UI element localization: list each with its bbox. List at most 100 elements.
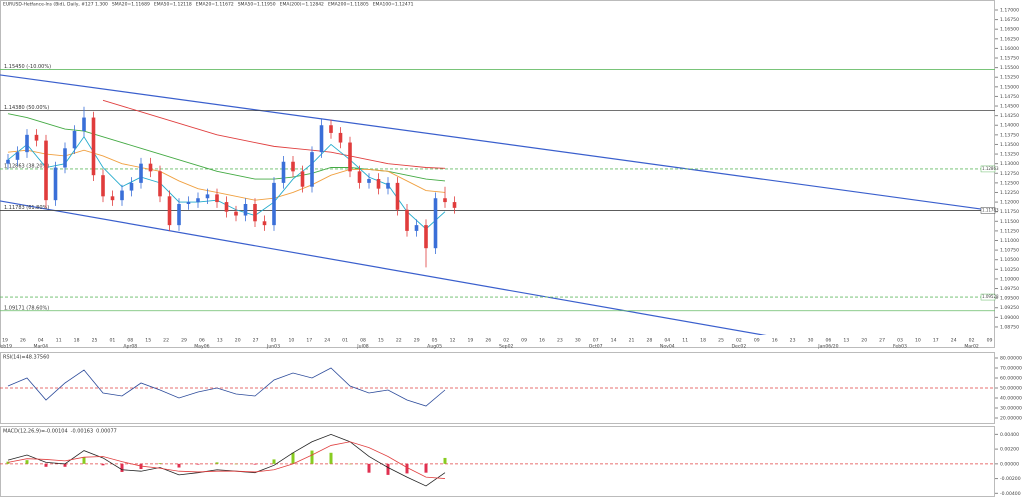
x-tick-label: 02 bbox=[503, 338, 509, 344]
y-tick-label: 1.16750 bbox=[1000, 17, 1019, 23]
macd-panel bbox=[0, 426, 995, 497]
candle-body bbox=[319, 125, 324, 153]
level-tag bbox=[980, 207, 996, 214]
histogram-bar bbox=[44, 463, 48, 467]
indicator-line bbox=[7, 433, 446, 487]
y-tick-label: 1.10250 bbox=[1000, 267, 1019, 273]
candle-body bbox=[139, 163, 143, 183]
indicator-line bbox=[7, 149, 446, 201]
candle-body bbox=[433, 198, 438, 249]
x-tick-label: 14 bbox=[611, 338, 617, 344]
x-tick-label: 08 bbox=[127, 338, 133, 344]
x-tick-label: 09 bbox=[754, 338, 760, 344]
x-tick-label: 18 bbox=[74, 338, 80, 344]
x-tick-label: 22 bbox=[396, 338, 402, 344]
y-tick-label: 1.11750 bbox=[1000, 209, 1019, 215]
panel-title: RSI(14)=48.37560 bbox=[3, 355, 49, 361]
x-tick-label: 27 bbox=[879, 338, 885, 344]
histogram-bar bbox=[6, 461, 10, 464]
y-tick-label: 1.14750 bbox=[1000, 94, 1019, 100]
level-tag-text: 1.11783 bbox=[982, 207, 999, 212]
x-sublabel: Oct07 bbox=[589, 344, 603, 350]
histogram-bar bbox=[386, 463, 390, 475]
y-tick-label: 1.12000 bbox=[1000, 200, 1019, 206]
x-tick-label: 06 bbox=[199, 338, 205, 344]
x-tick-label: 09 bbox=[521, 338, 527, 344]
x-tick-label: 03 bbox=[897, 338, 903, 344]
x-tick-label: 21 bbox=[629, 338, 635, 344]
x-sublabel: Mar02 bbox=[964, 344, 979, 350]
candle-body bbox=[414, 225, 419, 231]
y-tick-label: 0.00200 bbox=[1000, 447, 1019, 453]
x-tick-label: 24 bbox=[951, 338, 957, 344]
x-tick-label: 19 bbox=[2, 338, 8, 344]
x-tick-label: 04 bbox=[664, 338, 670, 344]
header-item: EMA20=1.11672 bbox=[196, 2, 234, 8]
x-tick-label: 23 bbox=[790, 338, 796, 344]
histogram-bar bbox=[405, 463, 409, 474]
histogram-bar bbox=[310, 450, 314, 464]
histogram-bar bbox=[367, 463, 371, 473]
histogram-bar bbox=[291, 452, 295, 464]
x-tick-label: 09 bbox=[987, 338, 993, 344]
candle-body bbox=[205, 194, 210, 199]
x-tick-label: 08 bbox=[360, 338, 366, 344]
trendline bbox=[0, 74, 995, 212]
y-tick-label: 1.10000 bbox=[1000, 276, 1019, 282]
x-tick-label: 24 bbox=[324, 338, 330, 344]
x-tick-label: 11 bbox=[682, 338, 688, 344]
y-tick-label: 20.00000 bbox=[1000, 416, 1022, 422]
x-sublabel: Mar04 bbox=[34, 344, 49, 350]
candle-body bbox=[281, 161, 286, 183]
y-tick-label: -0.00200 bbox=[1000, 476, 1021, 482]
candle-body bbox=[234, 211, 238, 216]
y-tick-label: 0.00400 bbox=[1000, 432, 1019, 438]
x-tick-label: 29 bbox=[414, 338, 420, 344]
y-tick-label: 1.14500 bbox=[1000, 104, 1019, 110]
x-tick-label: 25 bbox=[718, 338, 724, 344]
x-tick-label: 11 bbox=[56, 338, 62, 344]
x-sublabel: May06 bbox=[194, 344, 209, 350]
candle-body bbox=[91, 117, 96, 176]
candle-body bbox=[6, 159, 10, 164]
x-tick-label: 30 bbox=[575, 338, 581, 344]
x-tick-label: 07 bbox=[593, 338, 599, 344]
candle-body bbox=[158, 171, 162, 197]
y-tick-label: 30.00000 bbox=[1000, 406, 1022, 412]
candle-body bbox=[215, 194, 219, 203]
histogram-bar bbox=[120, 463, 124, 472]
price-panel bbox=[0, 0, 995, 348]
x-tick-label: 26 bbox=[485, 338, 491, 344]
y-tick-label: 1.09000 bbox=[1000, 315, 1019, 321]
y-tick-label: 1.14250 bbox=[1000, 113, 1019, 119]
level-tag bbox=[980, 293, 996, 301]
candle-body bbox=[348, 142, 352, 172]
histogram-bar bbox=[443, 457, 447, 464]
header-item: EURUSD-Hetfance-Ins (Bid), Daily, #127 1… bbox=[3, 2, 108, 8]
candle-body bbox=[196, 198, 200, 203]
x-tick-label: 10 bbox=[288, 338, 294, 344]
y-tick-label: 1.10750 bbox=[1000, 248, 1019, 254]
x-tick-label: 17 bbox=[306, 338, 312, 344]
level-label: 1.12863 (38.20%) bbox=[4, 163, 49, 169]
x-tick-label: 13 bbox=[843, 338, 849, 344]
candle-body bbox=[329, 125, 333, 133]
x-tick-label: 02 bbox=[736, 338, 742, 344]
level-tag-text: 1.12863 bbox=[982, 166, 999, 171]
y-tick-label: 1.09750 bbox=[1000, 286, 1019, 292]
candle-body bbox=[53, 167, 58, 201]
candle-body bbox=[272, 182, 276, 226]
level-label: 1.11783 (61.80%) bbox=[4, 205, 49, 211]
candle-body bbox=[34, 134, 39, 141]
y-tick-label: 1.12250 bbox=[1000, 190, 1019, 196]
histogram-bar bbox=[101, 463, 105, 466]
y-tick-label: 1.13250 bbox=[1000, 152, 1019, 158]
x-tick-label: 18 bbox=[700, 338, 706, 344]
x-tick-label: 10 bbox=[915, 338, 921, 344]
candle-body bbox=[405, 209, 409, 231]
candle-body bbox=[110, 196, 115, 201]
x-tick-label: 29 bbox=[181, 338, 187, 344]
y-tick-label: 1.08750 bbox=[1000, 324, 1019, 330]
histogram-bar bbox=[424, 463, 428, 473]
candle-body bbox=[376, 179, 381, 189]
